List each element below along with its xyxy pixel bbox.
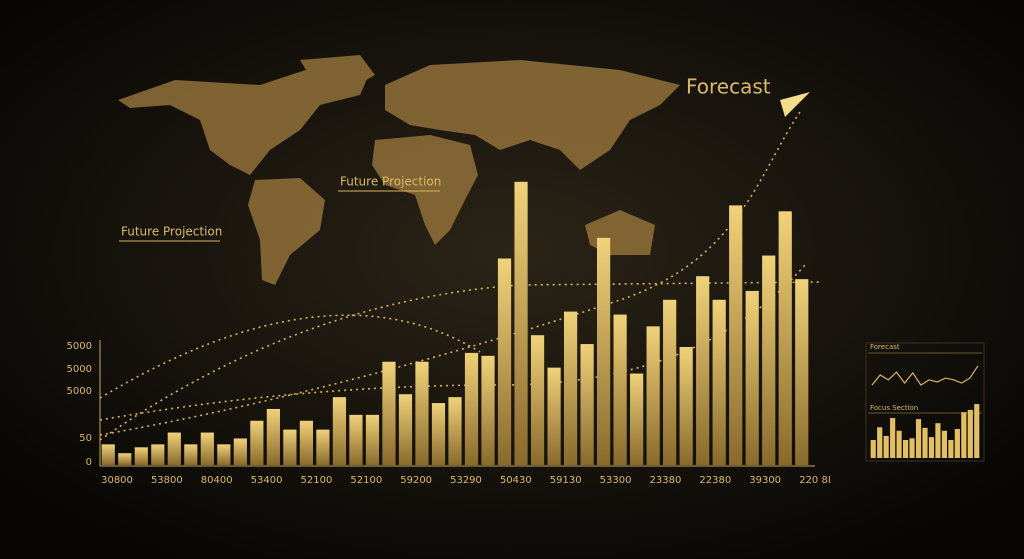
bar bbox=[415, 361, 429, 465]
x-tick-label: 52100 bbox=[301, 475, 333, 486]
bar bbox=[890, 417, 896, 458]
annotation: Forecast bbox=[686, 75, 771, 99]
bar bbox=[903, 440, 909, 458]
bar bbox=[679, 347, 693, 465]
bar bbox=[712, 299, 726, 465]
bar bbox=[184, 444, 198, 465]
bar bbox=[497, 258, 512, 465]
bar bbox=[200, 432, 214, 465]
bar bbox=[118, 453, 132, 465]
bar bbox=[948, 440, 954, 458]
bar bbox=[464, 352, 479, 465]
bar bbox=[134, 447, 148, 465]
x-tick-label: 220 8I bbox=[799, 475, 831, 486]
bar bbox=[365, 414, 380, 465]
bar bbox=[941, 430, 947, 458]
bar bbox=[349, 414, 363, 465]
bar bbox=[646, 326, 660, 465]
bar bbox=[896, 430, 902, 458]
bar bbox=[151, 444, 165, 465]
bar bbox=[597, 237, 611, 465]
line bbox=[871, 365, 979, 386]
bar bbox=[266, 408, 280, 465]
x-tick-label: 53300 bbox=[600, 475, 632, 486]
x-tick-label: 22380 bbox=[699, 475, 731, 486]
inset-panel bbox=[865, 342, 985, 462]
inset-title: Forecast bbox=[870, 343, 900, 351]
bar bbox=[915, 419, 922, 458]
bar bbox=[663, 299, 677, 465]
bar bbox=[217, 444, 231, 465]
inset-title: Focus Section bbox=[870, 404, 918, 412]
x-tick-label: 80400 bbox=[201, 475, 233, 486]
bar bbox=[630, 373, 644, 465]
bar bbox=[961, 412, 967, 458]
bar bbox=[514, 181, 528, 466]
bar bbox=[883, 435, 889, 458]
bar bbox=[530, 335, 545, 465]
bar bbox=[431, 403, 446, 465]
y-tick-label: 50 bbox=[79, 433, 92, 444]
y-tick-label: 0 bbox=[86, 457, 92, 468]
x-tick-label: 30800 bbox=[101, 475, 133, 486]
x-tick-label: 53400 bbox=[251, 475, 283, 486]
x-tick-label: 59130 bbox=[550, 475, 582, 486]
bar bbox=[762, 255, 776, 465]
bar bbox=[101, 444, 115, 465]
bar bbox=[778, 211, 792, 465]
bar bbox=[481, 355, 495, 465]
y-tick-label: 5000 bbox=[67, 386, 92, 397]
x-tick-label: 59200 bbox=[400, 475, 432, 486]
bar bbox=[954, 429, 960, 458]
bar bbox=[967, 409, 973, 458]
bar bbox=[547, 367, 561, 465]
bar bbox=[909, 438, 915, 458]
bar bbox=[316, 429, 330, 465]
bar bbox=[398, 394, 413, 465]
bar bbox=[233, 438, 247, 465]
bar bbox=[696, 276, 710, 465]
bar bbox=[745, 290, 759, 465]
bar bbox=[283, 429, 297, 465]
bar bbox=[922, 427, 928, 458]
x-tick-label: 52100 bbox=[350, 475, 382, 486]
y-tick-label: 5000 bbox=[67, 364, 92, 375]
bar bbox=[613, 314, 627, 465]
bar bbox=[332, 397, 347, 465]
forecast-arrow bbox=[780, 92, 810, 117]
bar bbox=[448, 397, 462, 465]
bar bbox=[167, 432, 181, 465]
x-tick-label: 39300 bbox=[749, 475, 781, 486]
annotation: Future Projection bbox=[121, 225, 222, 239]
x-tick-label: 53800 bbox=[151, 475, 183, 486]
bar bbox=[299, 420, 313, 465]
trend-lines bbox=[99, 111, 821, 441]
world-map bbox=[118, 55, 680, 285]
y-tick-label: 5000 bbox=[67, 341, 92, 352]
bar bbox=[563, 311, 578, 465]
bar bbox=[870, 440, 876, 458]
bar bbox=[729, 205, 743, 465]
bar bbox=[928, 437, 935, 458]
x-tick-label: 23380 bbox=[650, 475, 682, 486]
bar bbox=[877, 427, 883, 458]
bar bbox=[250, 420, 264, 465]
bar bbox=[935, 423, 941, 458]
bar bbox=[580, 344, 594, 465]
x-tick-label: 50430 bbox=[500, 475, 532, 486]
x-tick-label: 53290 bbox=[450, 475, 482, 486]
bar bbox=[974, 404, 980, 458]
bar bbox=[795, 279, 809, 465]
annotation: Future Projection bbox=[340, 175, 441, 189]
bar bbox=[382, 361, 396, 465]
